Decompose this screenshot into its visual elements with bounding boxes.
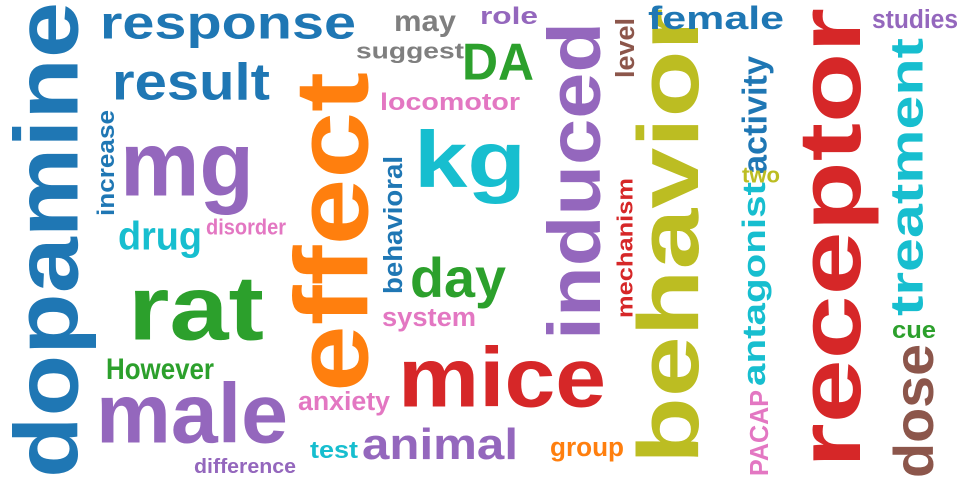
word-male: male [96, 366, 288, 462]
word-two: two [742, 162, 780, 188]
word-response: response [100, 0, 356, 49]
word-mice: mice [398, 330, 606, 426]
word-female: female [648, 0, 784, 36]
word-dopamine: dopamine [0, 1, 98, 478]
word-pacap: PACAP [744, 390, 774, 476]
word-system: system [382, 302, 476, 332]
word-suggest: suggest [356, 38, 464, 64]
word-activity: activity [735, 55, 775, 174]
word-behavioral: behavioral [378, 156, 408, 294]
word-da: DA [462, 32, 534, 92]
word-may: may [394, 4, 456, 38]
word-cue: cue [892, 316, 936, 344]
word-effect: effect [273, 71, 391, 392]
word-kg: kg [414, 115, 526, 205]
word-receptor: receptor [780, 8, 880, 468]
word-drug: drug [118, 213, 202, 259]
word-treatment: treatment [881, 38, 933, 317]
word-dose: dose [882, 344, 946, 478]
word-mechanism: mechanism [612, 178, 638, 318]
word-disorder: disorder [206, 214, 286, 240]
word-group: group [550, 432, 624, 462]
word-induced: induced [533, 22, 617, 341]
word-antagonist: antagonist [736, 182, 772, 386]
word-mg: mg [120, 112, 254, 216]
word-anxiety: anxiety [298, 386, 390, 416]
word-studies: studies [872, 4, 958, 34]
word-rat: rat [128, 256, 264, 360]
word-animal: animal [362, 419, 518, 469]
word-test: test [310, 436, 358, 464]
word-level: level [610, 18, 640, 79]
word-locomotor: locomotor [380, 88, 520, 116]
word-role: role [480, 2, 538, 30]
word-difference: difference [194, 454, 296, 478]
word-however: However [106, 352, 214, 386]
word-result: result [112, 52, 270, 112]
word-increase: increase [92, 110, 120, 216]
word-day: day [410, 246, 506, 310]
